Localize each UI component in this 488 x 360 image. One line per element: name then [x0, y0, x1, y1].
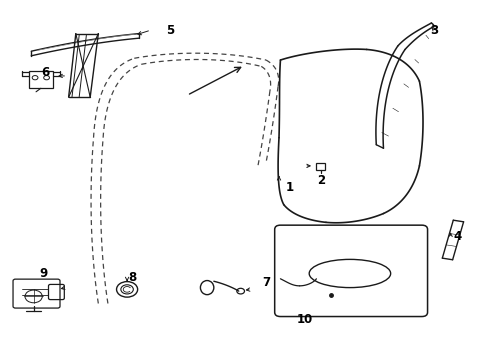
Text: 10: 10 [296, 313, 312, 326]
Text: 3: 3 [429, 23, 437, 37]
Text: 2: 2 [316, 174, 325, 186]
Bar [316, 163, 325, 171]
Bar [29, 71, 53, 88]
Text: 6: 6 [41, 66, 50, 79]
Text: 8: 8 [127, 270, 136, 284]
Text: 5: 5 [166, 23, 174, 37]
Text: 4: 4 [453, 230, 461, 243]
Text: 7: 7 [262, 276, 269, 289]
Text: 9: 9 [39, 267, 47, 280]
Text: 1: 1 [285, 181, 293, 194]
